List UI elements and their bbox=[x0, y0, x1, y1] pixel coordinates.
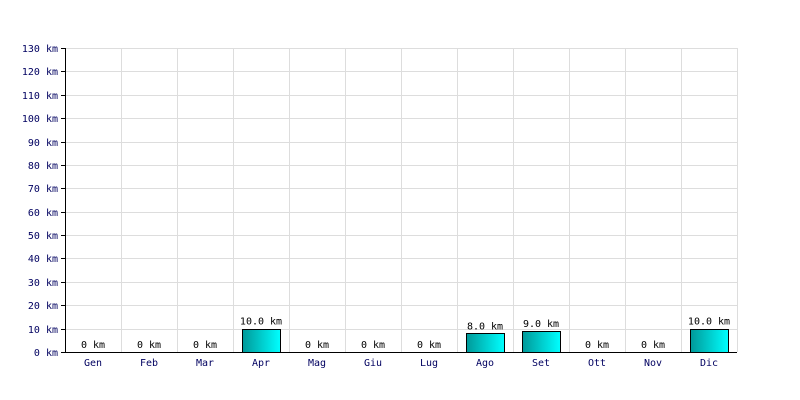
data-labels: 0 km 0 km 0 km 10.0 km 0 km 0 km 0 km 8.0 km 9.0… bbox=[81, 317, 730, 351]
x-tick-label: Dic bbox=[700, 358, 718, 369]
data-label-mag: 0 km bbox=[305, 340, 329, 351]
x-tick-label: Giu bbox=[364, 358, 382, 369]
data-label-giu: 0 km bbox=[361, 340, 385, 351]
y-tick-label: 130 km bbox=[22, 44, 58, 55]
y-tick-label: 90 km bbox=[28, 138, 58, 149]
x-tick-label: Apr bbox=[252, 358, 270, 369]
data-label-lug: 0 km bbox=[417, 340, 441, 351]
data-label-apr: 10.0 km bbox=[240, 317, 282, 328]
y-tick-label: 70 km bbox=[28, 184, 58, 195]
axes bbox=[65, 48, 737, 353]
bar-apr bbox=[242, 329, 281, 353]
y-tick-label: 110 km bbox=[22, 91, 58, 102]
y-tick-label: 100 km bbox=[22, 114, 58, 125]
bar-set bbox=[522, 331, 561, 353]
x-tick-label: Nov bbox=[644, 358, 662, 369]
bar-dic bbox=[690, 329, 729, 353]
x-tick-label: Ott bbox=[588, 358, 606, 369]
data-label-ago: 8.0 km bbox=[467, 321, 503, 332]
y-tick-label: 40 km bbox=[28, 254, 58, 265]
x-tick-label: Feb bbox=[140, 358, 158, 369]
grid-lines bbox=[65, 48, 738, 353]
y-tick-label: 30 km bbox=[28, 278, 58, 289]
data-label-mar: 0 km bbox=[193, 340, 217, 351]
x-tick-label: Mar bbox=[196, 358, 214, 369]
data-label-ott: 0 km bbox=[585, 340, 609, 351]
y-tick-label: 10 km bbox=[28, 325, 58, 336]
data-label-nov: 0 km bbox=[641, 340, 665, 351]
x-axis-ticks: Gen Feb Mar Apr Mag Giu Lug Ago Set Ott Nov Dic bbox=[84, 358, 718, 369]
bars bbox=[242, 329, 729, 353]
x-tick-label: Set bbox=[532, 358, 550, 369]
y-axis-ticks: 0 km 10 km 20 km 30 km 40 km 50 km 60 km 70 km 8… bbox=[22, 44, 65, 359]
y-tick-label: 50 km bbox=[28, 231, 58, 242]
y-tick-label: 120 km bbox=[22, 67, 58, 78]
data-label-set: 9.0 km bbox=[523, 319, 559, 330]
y-tick-label: 60 km bbox=[28, 208, 58, 219]
x-tick-label: Lug bbox=[420, 358, 438, 369]
bar-ago bbox=[466, 333, 505, 353]
data-label-dic: 10.0 km bbox=[688, 317, 730, 328]
y-tick-label: 20 km bbox=[28, 301, 58, 312]
y-tick-label: 80 km bbox=[28, 161, 58, 172]
data-label-feb: 0 km bbox=[137, 340, 161, 351]
x-tick-label: Gen bbox=[84, 358, 102, 369]
data-label-gen: 0 km bbox=[81, 340, 105, 351]
y-tick-label: 0 km bbox=[34, 348, 58, 359]
x-tick-label: Ago bbox=[476, 358, 494, 369]
x-tick-label: Mag bbox=[308, 358, 326, 369]
